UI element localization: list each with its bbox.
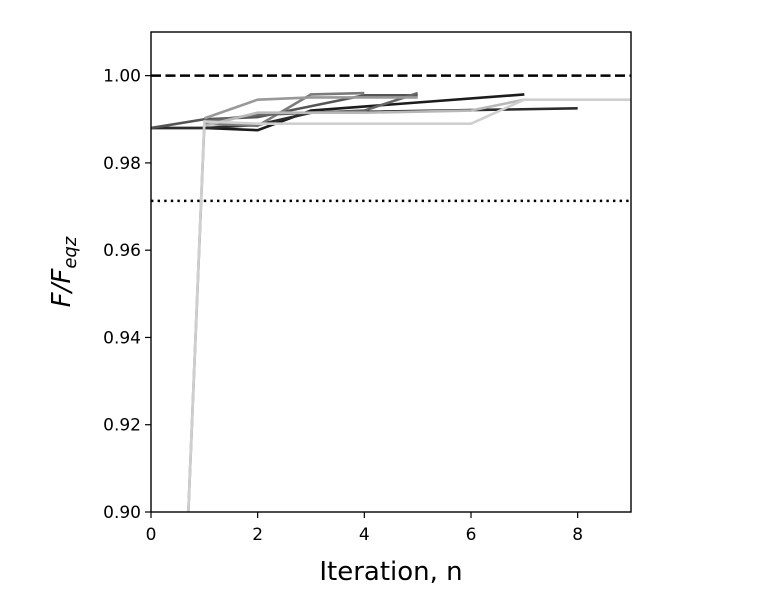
- y-tick-label: 0.92: [103, 416, 141, 436]
- series-line-8: [187, 98, 631, 512]
- y-axis-title-subscript: eqz: [60, 236, 81, 269]
- x-tick-label: 0: [146, 525, 157, 545]
- y-tick-label: 0.94: [103, 328, 141, 348]
- y-tick-label: 0.90: [103, 503, 141, 523]
- x-tick-label: 6: [466, 525, 477, 545]
- y-tick-label: 0.96: [103, 241, 141, 261]
- x-tick-label: 2: [252, 525, 263, 545]
- x-axis-title: Iteration, n: [319, 557, 462, 587]
- series-line-6: [203, 96, 418, 120]
- series-line-3: [151, 93, 418, 130]
- y-tick-label: 0.98: [103, 154, 141, 174]
- series-line-7: [204, 98, 525, 128]
- plot-frame: [150, 31, 632, 513]
- x-tick-label: 8: [572, 525, 583, 545]
- y-axis-title: F/Feqz: [47, 236, 81, 307]
- y-tick-label: 1.00: [103, 67, 141, 87]
- y-axis-title-main: F/F: [47, 268, 77, 308]
- x-tick-label: 4: [359, 525, 370, 545]
